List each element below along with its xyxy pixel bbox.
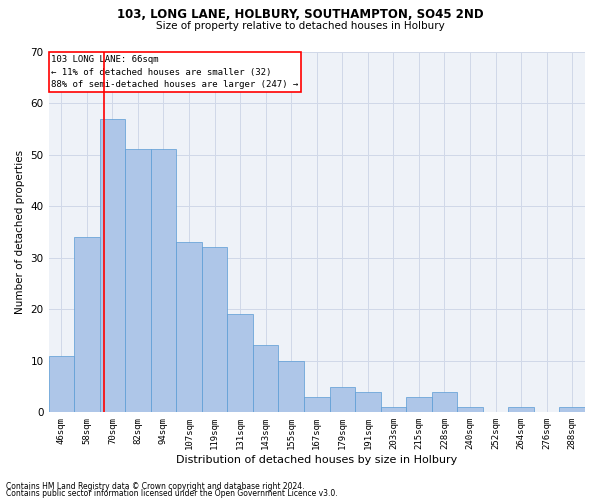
Text: 103, LONG LANE, HOLBURY, SOUTHAMPTON, SO45 2ND: 103, LONG LANE, HOLBURY, SOUTHAMPTON, SO… [116,8,484,20]
Text: Size of property relative to detached houses in Holbury: Size of property relative to detached ho… [155,21,445,31]
Bar [151,150,176,412]
Bar [304,397,329,412]
Bar [74,237,100,412]
Bar [227,314,253,412]
Text: 103 LONG LANE: 66sqm
← 11% of detached houses are smaller (32)
88% of semi-detac: 103 LONG LANE: 66sqm ← 11% of detached h… [51,55,298,89]
Bar [278,361,304,412]
Bar [355,392,380,412]
Bar [559,407,585,412]
Bar [202,248,227,412]
Bar [329,386,355,412]
Bar [176,242,202,412]
Bar [380,407,406,412]
Bar [49,356,74,412]
Text: Contains public sector information licensed under the Open Government Licence v3: Contains public sector information licen… [6,489,338,498]
Bar [457,407,483,412]
Bar [406,397,432,412]
Bar [125,150,151,412]
Bar [508,407,534,412]
X-axis label: Distribution of detached houses by size in Holbury: Distribution of detached houses by size … [176,455,457,465]
Bar [253,346,278,412]
Y-axis label: Number of detached properties: Number of detached properties [15,150,25,314]
Bar [432,392,457,412]
Text: Contains HM Land Registry data © Crown copyright and database right 2024.: Contains HM Land Registry data © Crown c… [6,482,305,491]
Bar [100,118,125,412]
